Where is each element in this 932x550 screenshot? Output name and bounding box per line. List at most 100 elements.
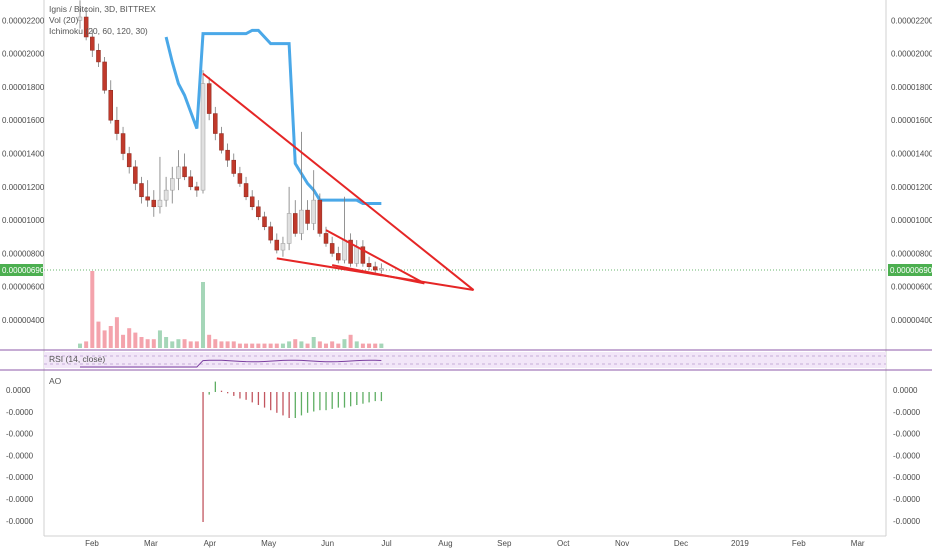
volume-bar: [176, 339, 181, 348]
price-axis: 0.00002200 0.00002000 0.00001800 0.00001600…: [891, 16, 932, 325]
candle-body: [293, 213, 298, 234]
ao-tick-left: -0.0000: [6, 517, 34, 526]
candle-body: [354, 246, 359, 264]
volume-bar: [330, 341, 335, 348]
volume-bar: [170, 341, 175, 348]
volume-bar: [207, 334, 212, 348]
time-tick: Apr: [204, 539, 217, 548]
ao-bar: [350, 392, 352, 407]
time-tick: Feb: [85, 539, 99, 548]
candle-body: [299, 209, 304, 234]
current-price-badge-left: [0, 264, 43, 276]
candle-body: [213, 113, 218, 134]
left-price-tick: 0.00001200: [2, 183, 45, 192]
rsi-trace: [80, 359, 382, 368]
time-tick: Mar: [851, 539, 865, 548]
time-tick: Jun: [321, 539, 334, 548]
ao-tick-right: 0.0000: [893, 386, 918, 395]
time-axis: Feb Mar Apr May Jun Jul Aug Sep Oct Nov Dec 2019 Feb…: [85, 539, 865, 548]
candle-body: [379, 268, 384, 271]
volume-bars: [78, 271, 384, 348]
ao-tick-left: -0.0000: [6, 495, 34, 504]
volume-bar: [293, 339, 298, 348]
volume-bar: [317, 341, 322, 348]
ao-tick-right: -0.0000: [893, 517, 921, 526]
volume-bar: [213, 339, 218, 348]
ao-bar: [288, 392, 290, 418]
trend-line: [331, 264, 425, 285]
trend-line: [202, 72, 475, 291]
volume-bar: [114, 317, 119, 348]
candle-body: [120, 133, 126, 154]
ao-bar: [220, 390, 223, 392]
volume-bar: [287, 341, 292, 348]
price-tick: 0.00001800: [891, 83, 932, 92]
volume-bar: [84, 341, 89, 348]
left-price-axis: 0.00002200 0.00002000 0.00001800 0.00001600…: [2, 16, 45, 325]
ao-bar: [313, 392, 315, 412]
price-tick: 0.00000600: [891, 283, 932, 292]
volume-bar: [305, 343, 310, 348]
candle-body: [372, 266, 378, 271]
ao-bar: [257, 392, 260, 405]
candle-body: [157, 199, 163, 208]
volume-bar: [121, 334, 126, 348]
ao-bar: [239, 392, 241, 399]
volume-bar: [336, 343, 341, 348]
price-tick: 0.00001000: [891, 216, 932, 225]
time-tick: Oct: [557, 539, 570, 548]
volume-bar: [274, 343, 279, 348]
volume-bar: [379, 343, 384, 348]
left-price-tick: 0.00002000: [2, 50, 45, 59]
volume-bar: [225, 341, 230, 348]
current-price-right: 0.00000690: [890, 266, 932, 275]
candle-body: [366, 263, 372, 267]
candle-body: [126, 153, 132, 168]
candle-body: [317, 199, 323, 234]
trend-lines[interactable]: [202, 72, 475, 292]
ao-bar: [306, 392, 309, 413]
trend-line: [325, 229, 425, 285]
candle-body: [342, 239, 347, 261]
ao-tick-left: -0.0000: [6, 473, 34, 482]
volume-bar: [256, 343, 261, 348]
ichimoku-blue-line: [164, 28, 382, 205]
current-price-badge-right: [888, 264, 932, 276]
candle-body: [231, 159, 236, 174]
volume-bar: [188, 341, 193, 348]
ao-tick-left: -0.0000: [6, 430, 34, 439]
ao-tick-left: -0.0000: [6, 451, 34, 460]
ao-bar: [368, 392, 370, 403]
volume-bar: [151, 339, 156, 348]
candle-body: [108, 90, 113, 121]
candle-body: [348, 239, 353, 264]
candle-body: [182, 166, 187, 178]
candle-body: [262, 216, 267, 228]
ao-bar: [270, 392, 272, 411]
volume-bar: [360, 343, 365, 348]
candle-body: [237, 173, 243, 184]
volume-bar: [145, 339, 150, 348]
ao-tick-left: 0.0000: [6, 386, 31, 395]
time-tick: Sep: [497, 539, 512, 548]
candle-body: [286, 213, 292, 244]
ao-bar: [325, 392, 327, 411]
ao-tick-left: -0.0000: [6, 408, 34, 417]
candle-body: [305, 209, 310, 224]
candle-body: [188, 176, 193, 188]
volume-bar: [231, 341, 236, 348]
volume-bar: [324, 343, 328, 348]
candle-body: [102, 61, 107, 91]
volume-bar: [219, 341, 224, 348]
ao-bar: [294, 392, 296, 418]
candle-body: [163, 189, 169, 201]
candle-body: [145, 196, 150, 201]
time-tick: Dec: [674, 539, 688, 548]
candle-body: [249, 196, 255, 208]
volume-bar: [127, 328, 132, 348]
volume-bar: [164, 337, 169, 348]
ao-bar: [263, 392, 266, 408]
ao-bar: [380, 392, 383, 402]
